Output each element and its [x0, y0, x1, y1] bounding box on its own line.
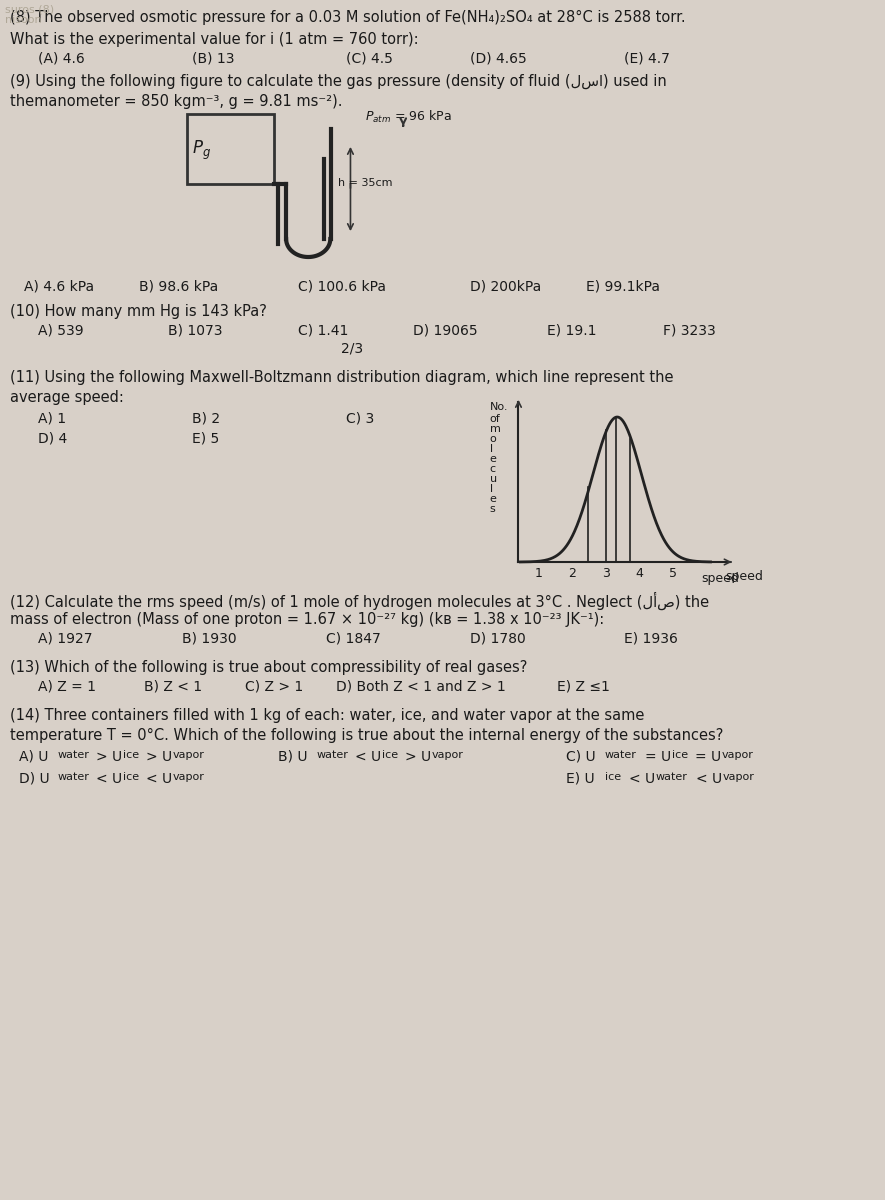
- Text: = U: = U: [645, 750, 672, 764]
- Text: vapor: vapor: [173, 750, 204, 760]
- Text: temperature T = 0°C. Which of the following is true about the internal energy of: temperature T = 0°C. Which of the follow…: [10, 728, 723, 743]
- Text: D) 200kPa: D) 200kPa: [471, 278, 542, 293]
- Text: C) Z > 1: C) Z > 1: [245, 680, 303, 694]
- Text: water: water: [317, 750, 349, 760]
- Text: < U: < U: [355, 750, 381, 764]
- Text: C) 3: C) 3: [346, 412, 373, 426]
- Text: E) 1936: E) 1936: [624, 632, 678, 646]
- Text: E) 5: E) 5: [192, 432, 219, 446]
- Text: No.: No.: [489, 402, 508, 412]
- Text: < U: < U: [696, 772, 722, 786]
- Text: l: l: [489, 444, 493, 454]
- Text: C) 100.6 kPa: C) 100.6 kPa: [297, 278, 386, 293]
- Text: of: of: [489, 414, 500, 424]
- Bar: [188, 114, 273, 184]
- Text: > U: > U: [405, 750, 431, 764]
- Text: (10) How many mm Hg is 143 kPa?: (10) How many mm Hg is 143 kPa?: [10, 304, 266, 319]
- Text: (14) Three containers filled with 1 kg of each: water, ice, and water vapor at t: (14) Three containers filled with 1 kg o…: [10, 708, 644, 722]
- Text: (13) Which of the following is true about compressibility of real gases?: (13) Which of the following is true abou…: [10, 660, 527, 674]
- Text: suros (8): suros (8): [4, 5, 54, 14]
- Text: 2: 2: [568, 566, 576, 580]
- Text: speed: speed: [701, 572, 739, 584]
- Text: l: l: [489, 484, 493, 494]
- Text: A) 1: A) 1: [38, 412, 66, 426]
- Text: water: water: [58, 750, 89, 760]
- Text: E) 99.1kPa: E) 99.1kPa: [586, 278, 659, 293]
- Text: (B) 13: (B) 13: [192, 52, 235, 66]
- Text: A) U: A) U: [19, 750, 49, 764]
- Text: D) Both Z < 1 and Z > 1: D) Both Z < 1 and Z > 1: [336, 680, 506, 694]
- Text: e: e: [489, 454, 496, 464]
- Text: $P_g$: $P_g$: [192, 139, 211, 162]
- Text: A) 539: A) 539: [38, 324, 84, 338]
- Text: D) 19065: D) 19065: [413, 324, 478, 338]
- Text: speed: speed: [725, 570, 763, 583]
- Text: (D) 4.65: (D) 4.65: [471, 52, 527, 66]
- Text: What is the experimental value for i (1 atm = 760 torr):: What is the experimental value for i (1 …: [10, 32, 419, 47]
- Text: o: o: [489, 434, 496, 444]
- Text: (9) Using the following figure to calculate the gas pressure (density of fluid (: (9) Using the following figure to calcul…: [10, 74, 666, 89]
- Text: A) Z = 1: A) Z = 1: [38, 680, 96, 694]
- Text: C) U: C) U: [566, 750, 596, 764]
- Text: (C) 4.5: (C) 4.5: [346, 52, 393, 66]
- Text: B) Z < 1: B) Z < 1: [144, 680, 202, 694]
- Text: = U: = U: [695, 750, 721, 764]
- Text: < U: < U: [629, 772, 655, 786]
- Text: u: u: [489, 474, 496, 484]
- Text: A) 4.6 kPa: A) 4.6 kPa: [24, 278, 94, 293]
- Text: m: m: [489, 424, 501, 434]
- Text: E) Z ≤1: E) Z ≤1: [557, 680, 610, 694]
- Text: B) 2: B) 2: [192, 412, 220, 426]
- Text: ice: ice: [123, 750, 139, 760]
- Text: ice: ice: [605, 772, 621, 782]
- Text: 2/3: 2/3: [341, 342, 363, 356]
- Text: (E) 4.7: (E) 4.7: [624, 52, 670, 66]
- Text: h = 35cm: h = 35cm: [338, 178, 392, 188]
- Text: vapor: vapor: [723, 772, 755, 782]
- Text: D) 4: D) 4: [38, 432, 67, 446]
- Text: themanometer = 850 kgm⁻³, g = 9.81 ms⁻²).: themanometer = 850 kgm⁻³, g = 9.81 ms⁻²)…: [10, 94, 342, 109]
- Text: ice: ice: [123, 772, 139, 782]
- Text: ice: ice: [672, 750, 689, 760]
- Text: C) 1.41: C) 1.41: [297, 324, 348, 338]
- Text: (12) Calculate the rms speed (m/s) of 1 mole of hydrogen molecules at 3°C . Negl: (12) Calculate the rms speed (m/s) of 1 …: [10, 592, 709, 611]
- Text: vapor: vapor: [432, 750, 464, 760]
- Text: 4: 4: [635, 566, 643, 580]
- Text: 5: 5: [669, 566, 677, 580]
- Text: > U: > U: [96, 750, 122, 764]
- Text: $P_{atm}$ = 96 kPa: $P_{atm}$ = 96 kPa: [365, 109, 451, 125]
- Text: D) U: D) U: [19, 772, 50, 786]
- Text: (A) 4.6: (A) 4.6: [38, 52, 85, 66]
- Text: D) 1780: D) 1780: [471, 632, 527, 646]
- Text: A) 1927: A) 1927: [38, 632, 93, 646]
- Text: nisoon: nisoon: [4, 14, 42, 25]
- Text: B) 1930: B) 1930: [182, 632, 237, 646]
- Text: water: water: [605, 750, 637, 760]
- Text: average speed:: average speed:: [10, 390, 124, 404]
- Text: < U: < U: [96, 772, 122, 786]
- Text: water: water: [656, 772, 688, 782]
- Text: water: water: [58, 772, 89, 782]
- Text: vapor: vapor: [173, 772, 204, 782]
- Text: B) U: B) U: [279, 750, 308, 764]
- Text: s: s: [489, 504, 496, 514]
- Text: B) 98.6 kPa: B) 98.6 kPa: [139, 278, 219, 293]
- Text: e: e: [489, 494, 496, 504]
- Text: ice: ice: [382, 750, 398, 760]
- Text: C) 1847: C) 1847: [327, 632, 381, 646]
- Text: > U: > U: [146, 750, 172, 764]
- Text: < U: < U: [146, 772, 172, 786]
- Text: 1: 1: [535, 566, 543, 580]
- Text: E) 19.1: E) 19.1: [547, 324, 596, 338]
- Text: B) 1073: B) 1073: [168, 324, 222, 338]
- Text: mass of electron (Mass of one proton = 1.67 × 10⁻²⁷ kg) (kʙ = 1.38 x 10⁻²³ JK⁻¹): mass of electron (Mass of one proton = 1…: [10, 612, 604, 626]
- Text: F) 3233: F) 3233: [663, 324, 715, 338]
- Text: c: c: [489, 464, 496, 474]
- Text: vapor: vapor: [722, 750, 754, 760]
- Text: 3: 3: [602, 566, 610, 580]
- Text: (11) Using the following Maxwell-Boltzmann distribution diagram, which line repr: (11) Using the following Maxwell-Boltzma…: [10, 370, 673, 385]
- Text: (8) The observed osmotic pressure for a 0.03 M solution of Fe(NH₄)₂SO₄ at 28°C i: (8) The observed osmotic pressure for a …: [10, 10, 685, 25]
- Text: E) U: E) U: [566, 772, 595, 786]
